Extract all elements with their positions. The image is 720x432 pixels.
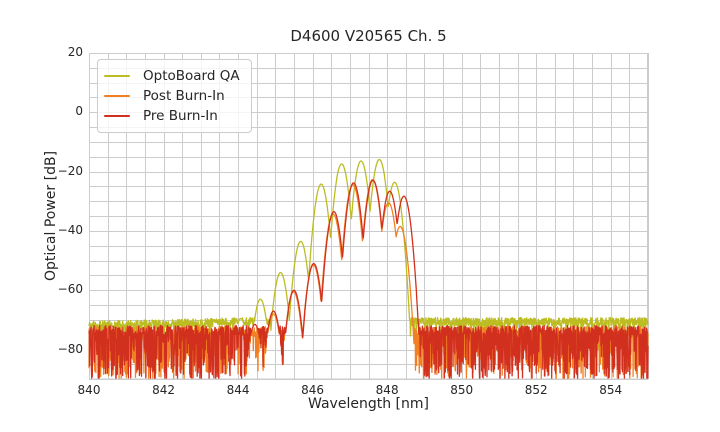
- y-tick-label: −40: [57, 222, 83, 237]
- y-tick-label: −20: [57, 163, 83, 178]
- legend-item-optoboard-qa: OptoBoard QA: [104, 66, 240, 86]
- y-tick-label: 0: [75, 104, 83, 119]
- series-curve-pre-burn-in: [88, 179, 649, 379]
- legend-label-post-burn-in: Post Burn-In: [143, 88, 225, 104]
- x-axis-label: Wavelength [nm]: [308, 396, 429, 412]
- x-tick-label: 842: [152, 383, 175, 397]
- y-tick-label: −80: [57, 341, 83, 356]
- chart-title: D4600 V20565 Ch. 5: [290, 27, 447, 45]
- x-tick-label: 850: [450, 383, 474, 397]
- legend-line-optoboard-qa: [104, 74, 130, 78]
- legend: OptoBoard QA Post Burn-In Pre Burn-In: [97, 59, 252, 133]
- x-tick-label: 840: [77, 383, 101, 397]
- legend-line-pre-burn-in: [104, 114, 130, 118]
- plot-frame: [89, 53, 648, 380]
- y-tick-label: 20: [67, 45, 83, 59]
- x-tick-label: 852: [524, 383, 548, 397]
- x-tick-label: 844: [226, 383, 250, 397]
- x-tick-label: 854: [599, 383, 623, 397]
- x-tick-label: 846: [301, 383, 325, 397]
- x-tick-label: 848: [375, 383, 399, 397]
- legend-label-optoboard-qa: OptoBoard QA: [143, 68, 240, 84]
- legend-label-pre-burn-in: Pre Burn-In: [143, 108, 218, 124]
- legend-item-post-burn-in: Post Burn-In: [104, 86, 240, 106]
- legend-line-post-burn-in: [104, 94, 130, 98]
- legend-item-pre-burn-in: Pre Burn-In: [104, 106, 240, 126]
- y-tick-label: −60: [57, 282, 83, 297]
